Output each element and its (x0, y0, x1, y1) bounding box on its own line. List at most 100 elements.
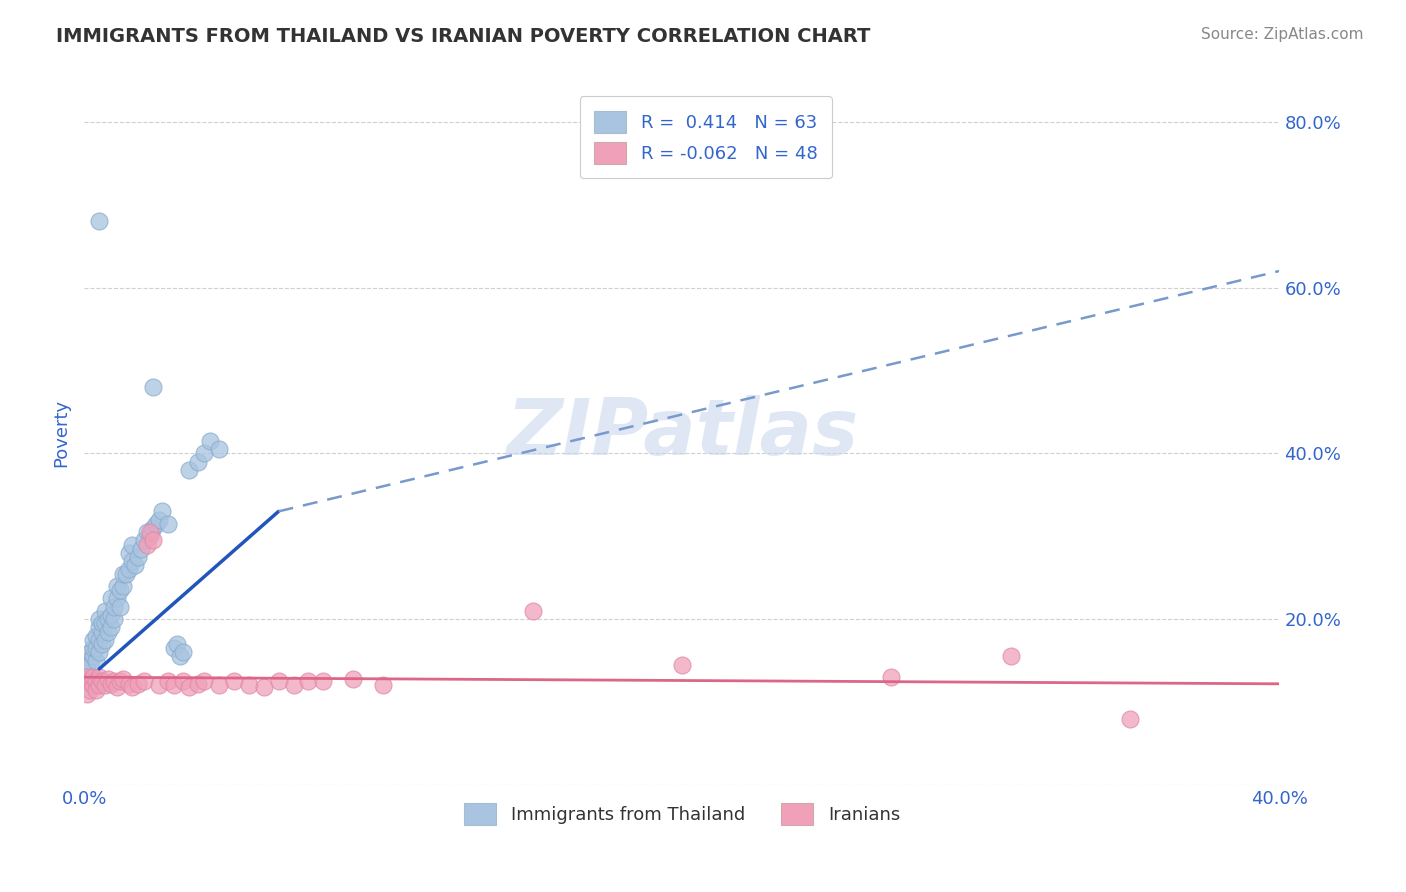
Text: ZIPatlas: ZIPatlas (506, 394, 858, 471)
Point (94, 616, 117, 631)
Point (89, 670, 111, 684)
Point (283, 678, 305, 692)
Point (127, 677, 149, 691)
Point (91, 624, 114, 639)
Point (312, 674, 335, 689)
Y-axis label: Poverty: Poverty (52, 399, 70, 467)
Point (121, 680, 143, 694)
Point (193, 446, 215, 460)
Point (148, 678, 170, 692)
Point (82, 641, 104, 656)
Point (79, 674, 101, 689)
Point (157, 674, 180, 689)
Point (198, 434, 221, 448)
Point (73, 662, 96, 676)
Point (91, 616, 114, 631)
Point (76, 666, 98, 681)
Point (76, 670, 98, 684)
Point (76, 687, 98, 701)
Point (208, 442, 231, 457)
Text: IMMIGRANTS FROM THAILAND VS IRANIAN POVERTY CORRELATION CHART: IMMIGRANTS FROM THAILAND VS IRANIAN POVE… (56, 27, 870, 45)
Point (187, 677, 209, 691)
Point (76, 654, 98, 668)
Point (73, 674, 96, 689)
Point (86, 654, 108, 668)
Point (82, 649, 104, 664)
Point (112, 566, 135, 581)
Point (103, 674, 125, 689)
Legend: Immigrants from Thailand, Iranians: Immigrants from Thailand, Iranians (449, 789, 915, 839)
Point (79, 657, 101, 672)
Point (238, 678, 260, 692)
Point (100, 607, 122, 622)
Point (132, 533, 156, 548)
Point (100, 620, 122, 634)
Point (97, 624, 120, 639)
Point (208, 678, 231, 692)
Point (222, 674, 245, 689)
Point (177, 463, 200, 477)
Point (110, 674, 132, 689)
Point (127, 549, 149, 564)
Point (100, 677, 122, 691)
Point (136, 537, 159, 551)
Point (79, 670, 101, 684)
Point (105, 579, 128, 593)
Point (89, 620, 111, 634)
Point (86, 674, 108, 689)
Point (94, 678, 117, 692)
Point (342, 672, 364, 686)
Point (671, 657, 693, 672)
Point (89, 632, 111, 647)
Point (89, 214, 111, 228)
Point (129, 541, 152, 556)
Point (76, 657, 98, 672)
Point (105, 680, 128, 694)
Point (97, 612, 120, 626)
Point (91, 637, 114, 651)
Text: Source: ZipAtlas.com: Source: ZipAtlas.com (1201, 27, 1364, 42)
Point (522, 604, 544, 618)
Point (86, 641, 108, 656)
Point (373, 678, 395, 692)
Point (94, 604, 117, 618)
Point (79, 682, 101, 697)
Point (118, 562, 141, 576)
Point (79, 645, 101, 659)
Point (297, 674, 319, 689)
Point (169, 649, 191, 664)
Point (124, 558, 146, 573)
Point (110, 583, 132, 598)
Point (94, 632, 117, 647)
Point (177, 680, 200, 694)
Point (163, 641, 186, 656)
Point (145, 516, 167, 531)
Point (172, 645, 194, 659)
Point (150, 504, 173, 518)
Point (139, 529, 162, 543)
Point (112, 672, 135, 686)
Point (105, 591, 128, 606)
Point (118, 677, 141, 691)
Point (157, 516, 180, 531)
Point (142, 521, 165, 535)
Point (121, 554, 143, 568)
Point (880, 670, 903, 684)
Point (136, 525, 159, 540)
Point (193, 674, 215, 689)
Point (91, 674, 114, 689)
Point (253, 680, 276, 694)
Point (166, 637, 188, 651)
Point (89, 645, 111, 659)
Point (139, 525, 162, 540)
Point (110, 599, 132, 614)
Point (142, 380, 165, 394)
Point (1000, 649, 1022, 664)
Point (118, 546, 141, 560)
Point (82, 670, 104, 684)
Point (267, 674, 290, 689)
Point (148, 513, 170, 527)
Point (172, 674, 194, 689)
Point (89, 612, 111, 626)
Point (112, 579, 135, 593)
